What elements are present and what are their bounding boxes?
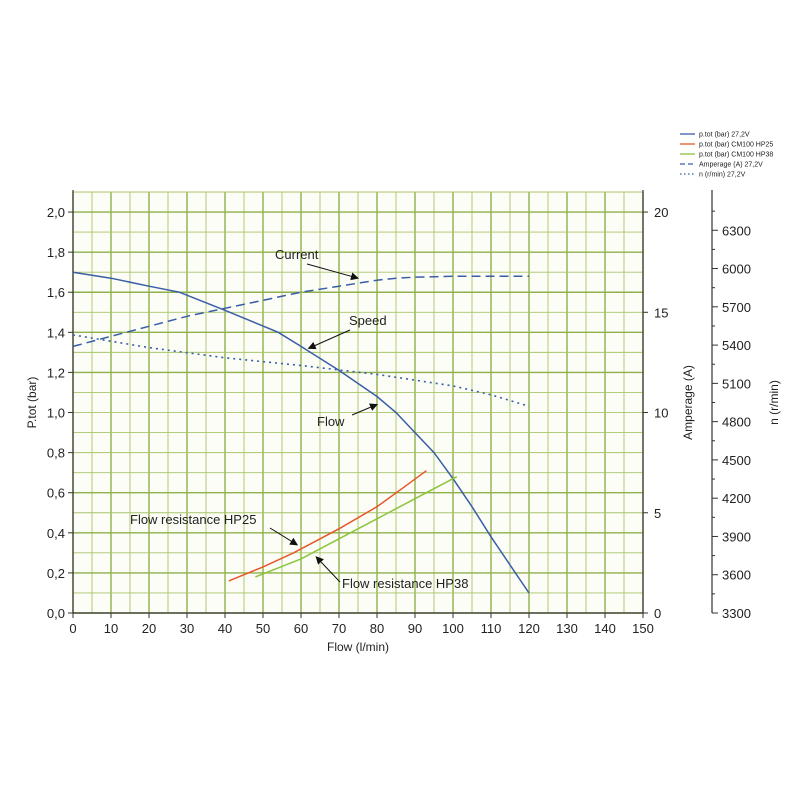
- x-axis-title: Flow (l/min): [327, 640, 389, 654]
- y3-tick-label: 4800: [722, 415, 751, 430]
- x-tick-label: 10: [104, 621, 118, 636]
- x-tick-label: 140: [594, 621, 616, 636]
- x-tick-label: 40: [218, 621, 232, 636]
- annotation-arrow: [315, 556, 341, 583]
- x-tick-label: 150: [632, 621, 654, 636]
- grid: [72, 191, 644, 614]
- y3-tick-label: 3600: [722, 568, 751, 583]
- y-tick-label: 0,6: [47, 486, 65, 501]
- annotations: Current Speed Flow Flow resistance HP25 Flow…: [130, 247, 468, 591]
- x-tick-label: 50: [256, 621, 270, 636]
- y3-tick-label: 6000: [722, 262, 751, 277]
- x-tick-label: 0: [69, 621, 76, 636]
- annotation-arrow: [307, 329, 351, 350]
- y-tick-label: 1,0: [47, 406, 65, 421]
- x-tick-label: 30: [180, 621, 194, 636]
- y2-tick-label: 5: [654, 506, 661, 521]
- series-line-0: [72, 271, 530, 594]
- y3-tick-label: 3300: [722, 606, 751, 621]
- y-tick-label: 0,8: [47, 446, 65, 461]
- series-line-2: [255, 476, 458, 578]
- annotation-label: Flow resistance HP38: [342, 576, 468, 591]
- y2-tick-label: 10: [654, 406, 668, 421]
- y3-tick-label: 5100: [722, 376, 751, 391]
- y3-tick-label: 3900: [722, 529, 751, 544]
- x-tick-label: 90: [408, 621, 422, 636]
- annotation-arrow: [306, 263, 359, 281]
- y3-axis-title: n (r/min): [767, 380, 781, 425]
- annotation-arrow: [269, 527, 299, 546]
- y-tick-label: 1,2: [47, 365, 65, 380]
- y-tick-label: 0,2: [47, 566, 65, 581]
- legend-label: p.tot (bar) CM100 HP38: [699, 152, 773, 159]
- y2-tick-label: 15: [654, 305, 668, 320]
- series: [72, 271, 530, 594]
- axes: 0 10 20 30 40 50 60 70 80 90 100 110 120 130 140 1500,0…: [25, 190, 781, 654]
- y3-tick-label: 5400: [722, 338, 751, 353]
- annotation-arrow: [351, 403, 378, 416]
- annotation-label: Speed: [349, 313, 387, 328]
- series-line-3: [72, 275, 529, 348]
- legend-label: n (r/min) 27,2V: [699, 172, 746, 179]
- x-tick-label: 100: [442, 621, 464, 636]
- y2-tick-label: 0: [654, 606, 661, 621]
- annotation-label: Current: [275, 247, 319, 262]
- x-tick-label: 110: [481, 621, 502, 636]
- x-tick-label: 130: [556, 621, 578, 636]
- y-tick-label: 0,0: [47, 606, 65, 621]
- series-line-1: [228, 470, 427, 582]
- y-tick-label: 1,8: [47, 245, 65, 260]
- y2-tick-label: 20: [654, 205, 668, 220]
- x-tick-label: 80: [370, 621, 384, 636]
- y3-tick-label: 4200: [722, 491, 751, 506]
- legend: p.tot (bar) 27,2V p.tot (bar) CM100 HP25 p…: [680, 132, 773, 179]
- legend-label: p.tot (bar) 27,2V: [699, 132, 750, 139]
- y-tick-label: 1,6: [47, 285, 65, 300]
- legend-label: Amperage (A) 27,2V: [699, 162, 763, 169]
- y3-tick-label: 6300: [722, 223, 751, 238]
- x-tick-label: 70: [332, 621, 346, 636]
- y2-axis-title: Amperage (A): [681, 365, 695, 440]
- annotation-label: Flow resistance HP25: [130, 512, 256, 527]
- y-tick-label: 1,4: [47, 325, 65, 340]
- x-tick-label: 120: [518, 621, 540, 636]
- y-axis-title: P.tot (bar): [25, 377, 39, 429]
- legend-label: p.tot (bar) CM100 HP25: [699, 142, 773, 149]
- x-tick-label: 60: [294, 621, 308, 636]
- y3-tick-label: 5700: [722, 300, 751, 315]
- y3-tick-label: 4500: [722, 453, 751, 468]
- y-tick-label: 2,0: [47, 205, 65, 220]
- x-tick-label: 20: [142, 621, 156, 636]
- y-tick-label: 0,4: [47, 526, 65, 541]
- annotation-label: Flow: [317, 414, 345, 429]
